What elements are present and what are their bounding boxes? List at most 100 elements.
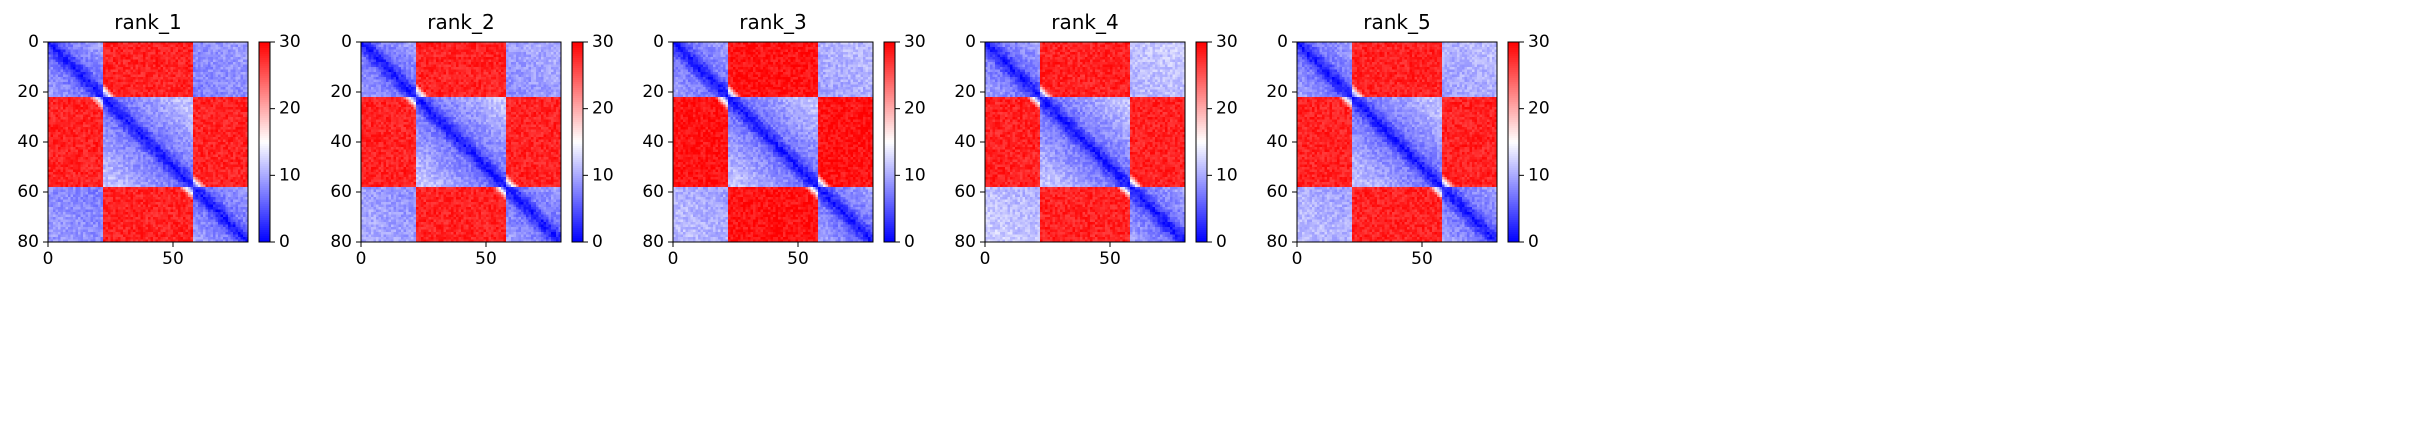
heatmap-cell [218, 155, 221, 158]
heatmap-cell [216, 127, 219, 130]
heatmap-cell [218, 157, 221, 160]
heatmap-cell [178, 120, 181, 123]
heatmap-cell [58, 47, 61, 50]
heatmap-cell [123, 172, 126, 175]
heatmap-cell [213, 100, 216, 103]
heatmap-cell [188, 92, 191, 95]
heatmap-cell [141, 157, 144, 160]
heatmap-cell [148, 175, 151, 178]
heatmap-cell [71, 70, 74, 73]
heatmap-cell [103, 90, 106, 93]
heatmap-cell [161, 160, 164, 163]
heatmap-cell [148, 87, 151, 90]
heatmap-cell [223, 170, 226, 173]
heatmap-cell [203, 157, 206, 160]
heatmap-cell [236, 85, 239, 88]
heatmap-cell [168, 110, 171, 113]
heatmap-cell [228, 127, 231, 130]
heatmap-cell [156, 160, 159, 163]
heatmap-cell [58, 110, 61, 113]
heatmap-cell [171, 125, 174, 128]
heatmap-cell [76, 125, 79, 128]
heatmap-cell [83, 57, 86, 60]
heatmap-cell [226, 95, 229, 98]
heatmap-cell [193, 157, 196, 160]
heatmap-cell [53, 115, 56, 118]
heatmap-cell [223, 125, 226, 128]
heatmap-cell [136, 95, 139, 98]
heatmap-cell [126, 107, 129, 110]
heatmap-cell [56, 50, 59, 53]
heatmap-cell [228, 65, 231, 68]
heatmap-cell [88, 80, 91, 83]
heatmap-cell [226, 115, 229, 118]
heatmap-cell [113, 45, 116, 48]
heatmap-cell [176, 132, 179, 135]
heatmap-cell [221, 147, 224, 150]
heatmap-cell [181, 47, 184, 50]
heatmap-cell [91, 77, 94, 80]
heatmap-cell [233, 117, 236, 120]
heatmap-cell [188, 170, 191, 173]
heatmap-cell [143, 142, 146, 145]
heatmap-cell [78, 152, 81, 155]
heatmap-cell [221, 87, 224, 90]
heatmap-cell [133, 55, 136, 58]
heatmap-cell [211, 110, 214, 113]
heatmap-cell [103, 155, 106, 158]
heatmap-cell [238, 47, 241, 50]
heatmap-cell [146, 112, 149, 115]
heatmap-cell [146, 55, 149, 58]
heatmap-cell [113, 157, 116, 160]
heatmap-cell [111, 105, 114, 108]
heatmap-cell [66, 142, 69, 145]
heatmap-cell [141, 130, 144, 133]
heatmap-cell [96, 85, 99, 88]
heatmap-cell [78, 82, 81, 85]
heatmap-cell [71, 57, 74, 60]
heatmap-cell [236, 140, 239, 143]
heatmap-cell [216, 102, 219, 105]
heatmap-cell [223, 65, 226, 68]
heatmap-cell [58, 45, 61, 48]
heatmap-cell [163, 157, 166, 160]
heatmap-cell [133, 102, 136, 105]
heatmap-cell [93, 112, 96, 115]
heatmap-cell [71, 112, 74, 115]
heatmap-cell [141, 52, 144, 55]
heatmap-cell [61, 77, 64, 80]
heatmap-cell [176, 85, 179, 88]
heatmap-cell [108, 45, 111, 48]
heatmap-cell [106, 95, 109, 98]
heatmap-cell [131, 122, 134, 125]
heatmap-cell [183, 97, 186, 100]
heatmap-cell [236, 145, 239, 148]
heatmap-cell [211, 162, 214, 165]
heatmap-cell [118, 137, 121, 140]
heatmap-cell [83, 157, 86, 160]
heatmap-cell [141, 132, 144, 135]
heatmap-cell [178, 157, 181, 160]
heatmap-cell [88, 72, 91, 75]
heatmap-cell [198, 170, 201, 173]
heatmap-cell [136, 152, 139, 155]
heatmap-cell [188, 100, 191, 103]
heatmap-cell [93, 47, 96, 50]
heatmap-cell [141, 150, 144, 153]
heatmap-cell [143, 67, 146, 70]
heatmap-cell [226, 127, 229, 130]
heatmap-cell [61, 82, 64, 85]
heatmap-cell [133, 132, 136, 135]
heatmap-cell [121, 45, 124, 48]
heatmap-cell [166, 107, 169, 110]
heatmap-cell [103, 115, 106, 118]
heatmap-cell [83, 175, 86, 178]
heatmap-cell [178, 135, 181, 138]
heatmap-cell [53, 72, 56, 75]
heatmap-cell [126, 125, 129, 128]
heatmap-cell [228, 172, 231, 175]
heatmap-cell [108, 130, 111, 133]
heatmap-cell [203, 115, 206, 118]
heatmap-cell [116, 142, 119, 145]
heatmap-cell [86, 87, 89, 90]
